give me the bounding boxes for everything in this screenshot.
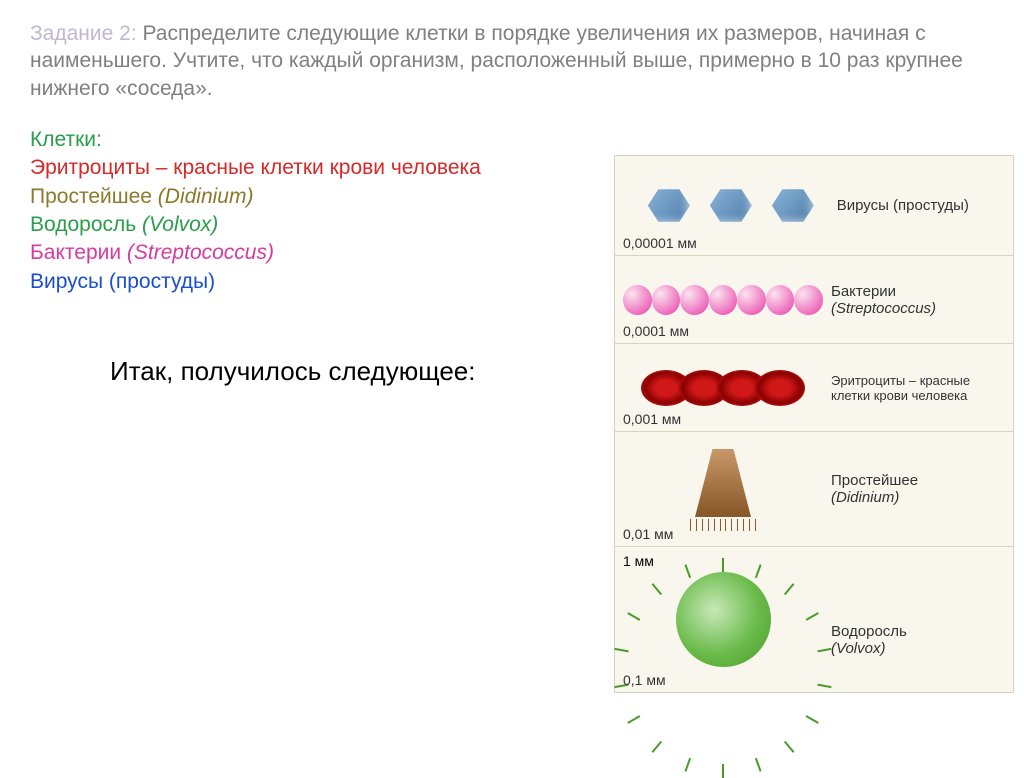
- size-label: 0,01 мм: [623, 526, 673, 542]
- bacteria-icon: [794, 285, 823, 315]
- scale-label-text: Бактерии: [831, 283, 1003, 300]
- volvox-illustration: [623, 572, 823, 667]
- erythrocyte-illustration: [623, 370, 823, 406]
- scale-label: Водоросль (Volvox): [823, 623, 1003, 657]
- scale-label-latin: (Didinium): [831, 489, 1003, 506]
- size-label: 0,001 мм: [623, 411, 681, 427]
- scale-label-text: Простейшее: [831, 472, 1003, 489]
- task-paragraph: Задание 2: Распределите следующие клетки…: [30, 20, 994, 102]
- bacteria-icon: [737, 285, 766, 315]
- list-item-text: Простейшее: [30, 185, 158, 208]
- scale-label: Простейшее (Didinium): [823, 472, 1003, 506]
- task-body: Распределите следующие клетки в порядке …: [30, 22, 963, 100]
- list-item-text: Бактерии: [30, 241, 127, 264]
- scale-label-latin: (Streptococcus): [831, 300, 1003, 317]
- size-label-top: 1 мм: [623, 553, 654, 569]
- bacteria-icon: [680, 285, 709, 315]
- scale-label-text2: клетки крови человека: [831, 388, 1003, 403]
- scale-row-virus: Вирусы (простуды) 0,00001 мм: [615, 156, 1013, 256]
- scale-label: Эритроциты – красные клетки крови челове…: [823, 373, 1003, 403]
- scale-panel: Вирусы (простуды) 0,00001 мм Бактерии (S…: [614, 155, 1014, 693]
- didinium-icon: [688, 449, 758, 529]
- scale-row-bacteria: Бактерии (Streptococcus) 0,0001 мм: [615, 256, 1013, 344]
- erythrocyte-icon: [755, 370, 805, 406]
- virus-icon: [648, 188, 690, 224]
- bacteria-icon: [766, 285, 795, 315]
- size-label: 0,00001 мм: [623, 235, 697, 251]
- list-item-latin: (Streptococcus): [127, 241, 274, 264]
- scale-label-text: Эритроциты – красные: [831, 373, 1003, 388]
- bacteria-icon: [623, 285, 652, 315]
- scale-label-text: Вирусы (простуды): [837, 197, 969, 214]
- virus-icon: [710, 188, 752, 224]
- scale-label-latin: (Volvox): [831, 640, 1003, 657]
- task-prefix: Задание 2:: [30, 22, 143, 45]
- size-label: 0,0001 мм: [623, 323, 689, 339]
- virus-icon: [772, 188, 814, 224]
- volvox-icon: [676, 572, 771, 667]
- bacteria-icon: [652, 285, 681, 315]
- list-heading: Клетки:: [30, 126, 994, 154]
- scale-row-volvox: 1 мм: [615, 547, 1013, 692]
- scale-row-erythrocyte: Эритроциты – красные клетки крови челове…: [615, 344, 1013, 432]
- bacteria-icon: [709, 285, 738, 315]
- list-item-latin: (Volvox): [142, 213, 218, 236]
- bacteria-illustration: [623, 285, 823, 315]
- list-item-latin: (Didinium): [158, 185, 254, 208]
- virus-illustration: [633, 188, 829, 224]
- didinium-illustration: [623, 449, 823, 529]
- scale-label: Бактерии (Streptococcus): [823, 283, 1003, 317]
- scale-label: Вирусы (простуды): [829, 197, 1005, 214]
- scale-row-didinium: Простейшее (Didinium) 0,01 мм: [615, 432, 1013, 547]
- list-item-text: Водоросль: [30, 213, 142, 236]
- scale-label-text: Водоросль: [831, 623, 1003, 640]
- size-label: 0,1 мм: [623, 672, 666, 688]
